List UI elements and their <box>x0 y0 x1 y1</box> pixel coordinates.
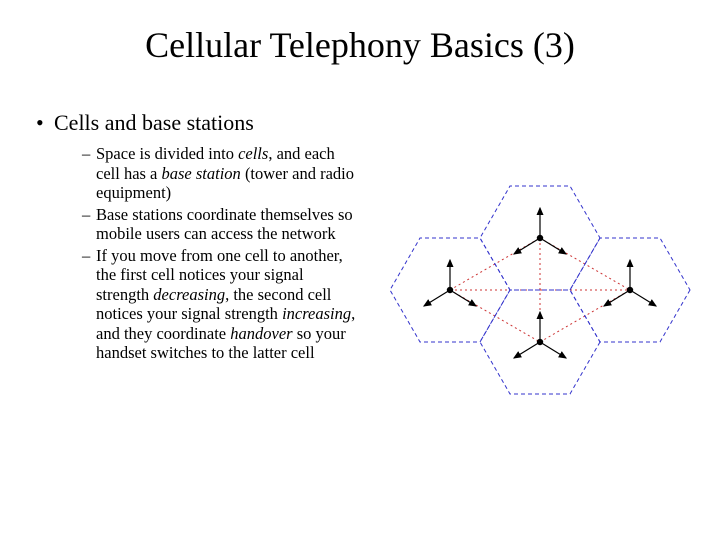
antenna-arrow <box>424 290 450 306</box>
content-block: Cells and base stations –Space is divide… <box>36 110 356 365</box>
cell-diagram <box>380 160 700 420</box>
base-station-node <box>537 235 543 241</box>
base-station-node <box>627 287 633 293</box>
dash-icon: – <box>82 205 96 224</box>
bullet-level2-item: –If you move from one cell to another, t… <box>36 246 356 363</box>
bullet-level2-item: –Space is divided into cells, and each c… <box>36 144 356 202</box>
italic-run: cells <box>238 144 268 163</box>
antenna-arrow <box>540 342 566 358</box>
slide: Cellular Telephony Basics (3) Cells and … <box>0 0 720 540</box>
base-station-node <box>537 339 543 345</box>
antenna-arrow <box>540 238 566 254</box>
italic-run: handover <box>230 324 292 343</box>
bullet-level2-item: –Base stations coordinate themselves so … <box>36 205 356 244</box>
italic-run: base station <box>162 164 241 183</box>
base-station-node <box>447 287 453 293</box>
antenna-arrow <box>450 290 476 306</box>
bullet-level1: Cells and base stations <box>36 110 356 136</box>
antenna-arrow <box>630 290 656 306</box>
antenna-arrow <box>514 342 540 358</box>
cell-diagram-svg <box>380 160 700 420</box>
dash-icon: – <box>82 246 96 265</box>
antenna-arrow <box>514 238 540 254</box>
italic-run: decreasing <box>153 285 225 304</box>
italic-run: increasing <box>282 304 351 323</box>
text-run: Base stations coordinate themselves so m… <box>96 205 353 243</box>
antenna-arrow <box>604 290 630 306</box>
page-title: Cellular Telephony Basics (3) <box>0 24 720 66</box>
dash-icon: – <box>82 144 96 163</box>
text-run: Space is divided into <box>96 144 238 163</box>
